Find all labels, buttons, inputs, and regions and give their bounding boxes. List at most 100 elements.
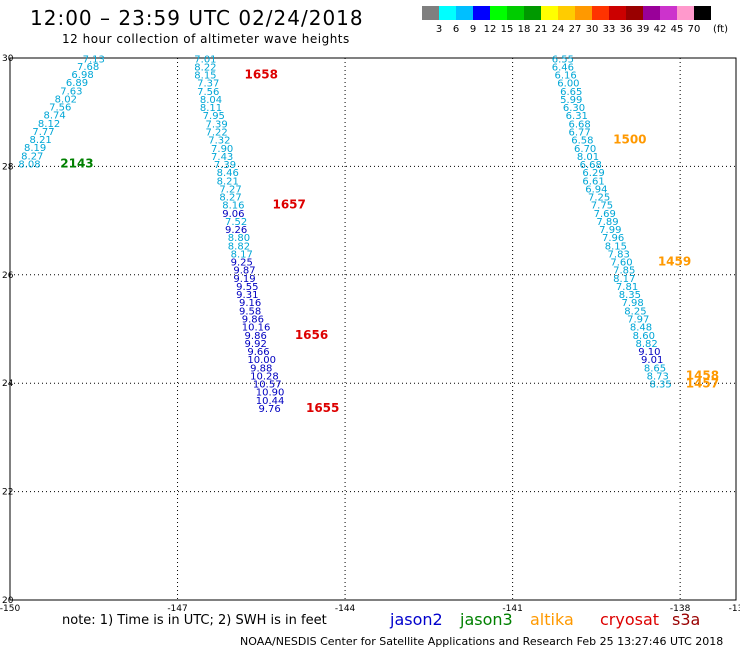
credit-line: NOAA/NESDIS Center for Satellite Applica… [240, 635, 724, 648]
wave-height-value: 8.19 [24, 143, 46, 154]
wave-height-value: 8.08 [18, 159, 40, 170]
x-tick-label: -13 [729, 604, 740, 614]
wave-height-value: 6.68 [568, 119, 590, 130]
footer-note: note: 1) Time is in UTC; 2) SWH is in fe… [62, 613, 327, 628]
wave-height-value: 6.68 [580, 160, 602, 171]
legend-label: 30 [585, 24, 599, 35]
wave-height-value: 7.68 [77, 62, 99, 73]
wave-height-value: 6.00 [557, 79, 579, 90]
legend-swatch [473, 6, 490, 20]
wave-height-value: 9.66 [247, 347, 269, 358]
wave-height-value: 10.57 [253, 380, 282, 391]
legend-label: 3 [435, 24, 443, 35]
legend-label: 39 [636, 24, 650, 35]
wave-height-value: 7.96 [602, 233, 624, 244]
wave-height-value: 7.90 [211, 144, 233, 155]
time-label: 1655 [306, 401, 339, 415]
wave-height-value: 8.82 [228, 241, 250, 252]
page-subtitle: 12 hour collection of altimeter wave hei… [62, 32, 350, 46]
wave-height-value: 8.35 [649, 380, 671, 391]
wave-height-value: 8.73 [647, 371, 669, 382]
wave-height-value: 7.56 [49, 103, 71, 114]
wave-height-value: 8.02 [55, 94, 77, 105]
wave-height-value: 8.48 [630, 323, 652, 334]
wave-height-value: 6.30 [563, 103, 585, 114]
wave-height-value: 8.80 [228, 233, 250, 244]
wave-height-value: 9.26 [225, 225, 247, 236]
wave-height-value: 7.69 [594, 209, 616, 220]
wave-height-value: 6.58 [571, 136, 593, 147]
wave-height-value: 10.16 [242, 323, 271, 334]
legend-swatch [490, 6, 507, 20]
wave-height-value: 9.76 [259, 404, 281, 415]
wave-height-value: 8.21 [217, 176, 239, 187]
wave-height-value: 9.19 [233, 274, 255, 285]
legend-label: 15 [500, 24, 514, 35]
wave-height-value: 8.27 [219, 193, 241, 204]
wave-height-value: 8.60 [633, 331, 655, 342]
wave-height-value: 6.16 [555, 71, 577, 82]
wave-height-value: 8.15 [605, 241, 627, 252]
time-label: 1458 [686, 368, 719, 382]
wave-height-value: 7.60 [610, 258, 632, 269]
wave-height-value: 7.25 [588, 193, 610, 204]
legend-swatch [575, 6, 592, 20]
wave-height-value: 7.39 [205, 119, 227, 130]
legend-swatch [660, 6, 677, 20]
wave-height-value: 10.90 [256, 388, 285, 399]
legend-swatch [541, 6, 558, 20]
wave-height-value: 9.10 [638, 347, 660, 358]
wave-height-value: 6.98 [71, 70, 93, 81]
legend-label: 45 [670, 24, 684, 35]
legend-swatch [643, 6, 660, 20]
wave-height-value: 6.94 [585, 184, 607, 195]
legend-swatch [592, 6, 609, 20]
legend-label: 24 [551, 24, 565, 35]
wave-height-value: 8.22 [194, 62, 216, 73]
wave-height-value: 8.82 [635, 339, 657, 350]
legend-label: 36 [619, 24, 633, 35]
legend-label: 27 [568, 24, 582, 35]
wave-height-value: 9.87 [233, 266, 255, 277]
plot-frame [9, 57, 737, 601]
wave-height-value: 7.37 [197, 79, 219, 90]
wave-height-value: 7.13 [83, 54, 105, 65]
wave-height-value: 8.04 [200, 95, 222, 106]
wave-height-value: 6.29 [582, 168, 604, 179]
wave-height-value: 9.55 [236, 282, 258, 293]
wave-height-value: 8.21 [30, 135, 52, 146]
wave-height-value: 8.17 [231, 249, 253, 260]
legend-unit: (ft) [713, 24, 729, 35]
legend-label: 18 [517, 24, 531, 35]
wave-height-value: 9.06 [222, 209, 244, 220]
x-tick-label: -141 [502, 604, 522, 614]
wave-height-value: 6.70 [574, 144, 596, 155]
wave-height-value: 7.39 [214, 160, 236, 171]
wave-height-value: 10.28 [250, 371, 279, 382]
wave-height-value: 8.74 [44, 111, 66, 122]
wave-height-value: 9.92 [245, 339, 267, 350]
wave-height-value: 7.81 [616, 282, 638, 293]
time-label: 1657 [272, 198, 305, 212]
wave-height-value: 8.15 [194, 71, 216, 82]
wave-height-value: 7.77 [32, 127, 54, 138]
y-tick-label: 24 [2, 379, 14, 389]
wave-height-value: 7.63 [60, 86, 82, 97]
wave-height-value: 7.83 [608, 249, 630, 260]
wave-height-value: 7.52 [225, 217, 247, 228]
wave-height-value: 7.32 [208, 136, 230, 147]
wave-height-value: 7.99 [599, 225, 621, 236]
time-label: 2143 [60, 156, 93, 170]
wave-height-value: 7.01 [194, 54, 216, 65]
satellite-legend-item: cryosat [600, 610, 660, 629]
wave-height-value: 9.01 [641, 355, 663, 366]
wave-height-value: 7.98 [622, 298, 644, 309]
time-label: 1457 [686, 377, 719, 391]
wave-height-value: 7.89 [596, 217, 618, 228]
legend-swatch [694, 6, 711, 20]
wave-height-value: 9.58 [239, 306, 261, 317]
wave-height-value: 7.85 [613, 266, 635, 277]
legend-label: 12 [483, 24, 497, 35]
legend-swatch [609, 6, 626, 20]
legend-swatch [626, 6, 643, 20]
